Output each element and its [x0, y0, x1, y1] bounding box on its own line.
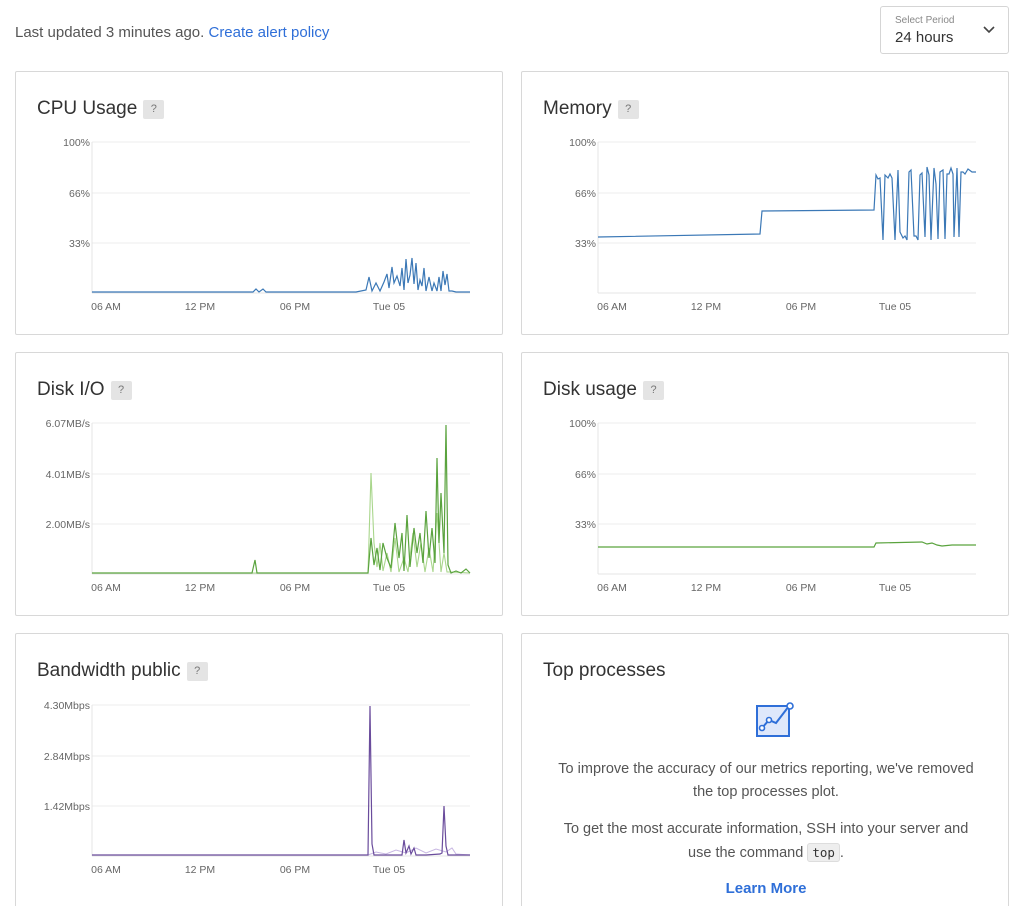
ssh-hint-text: To get the most accurate information, SS…: [563, 821, 969, 861]
y-tick-label: 66%: [69, 188, 90, 200]
x-tick-label: Tue 05: [373, 864, 405, 876]
bandwidth-card: Bandwidth public? 4.30Mbps 2.84Mbps 1.42…: [15, 633, 503, 906]
help-icon[interactable]: ?: [617, 100, 639, 119]
disk-io-write-line: [92, 424, 471, 574]
y-tick-label: 2.84Mbps: [44, 751, 90, 763]
x-tick-label: 12 PM: [691, 301, 721, 313]
memory-series-line: [597, 166, 976, 241]
y-tick-label: 33%: [575, 238, 596, 250]
x-tick-label: 06 AM: [91, 582, 121, 594]
disk-usage-chart: 100% 66% 33% 06 AM 12 PM 06 PM Tue 05: [569, 418, 976, 594]
x-tick-label: 06 AM: [91, 864, 121, 876]
card-title: Disk I/O: [37, 379, 105, 400]
create-alert-policy-link[interactable]: Create alert policy: [208, 24, 330, 41]
bandwidth-out-line: [92, 705, 470, 856]
cpu-usage-chart: 100% 66% 33% 06 AM 12 PM 06 PM Tue 05: [63, 137, 470, 313]
help-icon[interactable]: ?: [186, 662, 208, 681]
chevron-down-icon[interactable]: [982, 25, 996, 35]
disk-usage-card: Disk usage? 100% 66% 33% 06 AM 12 PM 06 …: [521, 352, 1009, 616]
disk-io-read-line: [92, 472, 471, 574]
top-command: top: [807, 843, 840, 862]
x-tick-label: 06 AM: [91, 301, 121, 313]
y-tick-label: 33%: [69, 238, 90, 250]
help-icon[interactable]: ?: [110, 381, 132, 400]
card-title: Memory: [543, 98, 612, 119]
y-tick-label: 6.07MB/s: [46, 418, 90, 430]
y-tick-label: 2.00MB/s: [46, 519, 90, 531]
y-tick-label: 33%: [575, 519, 596, 531]
top-processes-card: Top processes To improve the accuracy of…: [521, 633, 1009, 906]
x-tick-label: 12 PM: [185, 864, 215, 876]
y-tick-label: 1.42Mbps: [44, 801, 90, 813]
help-icon[interactable]: ?: [143, 100, 165, 119]
x-tick-label: 06 PM: [786, 582, 816, 594]
x-tick-label: 06 AM: [597, 301, 627, 313]
card-title: Top processes: [543, 660, 666, 681]
chart-line-icon: [756, 702, 794, 737]
x-tick-label: 06 PM: [280, 582, 310, 594]
bandwidth-in-line: [92, 847, 471, 856]
disk-usage-series-line: [598, 541, 976, 548]
x-tick-label: 12 PM: [185, 582, 215, 594]
x-tick-label: 06 PM: [280, 864, 310, 876]
x-tick-label: Tue 05: [373, 301, 405, 313]
period-select[interactable]: Select Period 24 hours: [880, 6, 1009, 54]
card-title: CPU Usage: [37, 98, 138, 119]
y-tick-label: 66%: [575, 188, 596, 200]
period-value: 24 hours: [895, 29, 954, 46]
card-title: Bandwidth public: [37, 660, 181, 681]
cpu-series-line: [92, 257, 470, 293]
x-tick-label: 06 PM: [786, 301, 816, 313]
top-processes-notice: To improve the accuracy of our metrics r…: [558, 761, 974, 800]
disk-io-chart: 6.07MB/s 4.01MB/s 2.00MB/s 06 AM 12 PM 0…: [46, 418, 471, 594]
memory-chart: 100% 66% 33% 06 AM 12 PM 06 PM Tue 05: [569, 137, 976, 313]
cpu-usage-card: CPU Usage? 100% 66% 33% 06 AM 12 PM 06 P…: [15, 71, 503, 335]
y-tick-label: 100%: [569, 418, 596, 430]
card-title: Disk usage: [543, 379, 637, 400]
x-tick-label: 12 PM: [691, 582, 721, 594]
last-updated-text: Last updated 3 minutes ago.: [15, 24, 205, 41]
bandwidth-chart: 4.30Mbps 2.84Mbps 1.42Mbps 06 AM 12 PM 0…: [44, 700, 471, 876]
x-tick-label: 06 AM: [597, 582, 627, 594]
y-tick-label: 100%: [569, 137, 596, 149]
help-icon[interactable]: ?: [643, 381, 664, 400]
x-tick-label: 06 PM: [280, 301, 310, 313]
ssh-hint-period: .: [839, 845, 844, 861]
disk-io-card: Disk I/O? 6.07MB/s 4.01MB/s 2.00MB/s 06 …: [15, 352, 503, 616]
x-tick-label: Tue 05: [879, 301, 911, 313]
learn-more-link[interactable]: Learn More: [725, 880, 807, 897]
memory-card: Memory? 100% 66% 33% 06 AM 12 PM 06 PM T…: [521, 71, 1009, 335]
x-tick-label: 12 PM: [185, 301, 215, 313]
y-tick-label: 4.30Mbps: [44, 700, 90, 712]
x-tick-label: Tue 05: [373, 582, 405, 594]
status-bar: Last updated 3 minutes ago. Create alert…: [15, 24, 329, 41]
y-tick-label: 100%: [63, 137, 90, 149]
y-tick-label: 4.01MB/s: [46, 469, 90, 481]
y-tick-label: 66%: [575, 469, 596, 481]
period-caption: Select Period: [895, 15, 955, 26]
top-processes-ssh-hint: To get the most accurate information, SS…: [552, 818, 980, 865]
x-tick-label: Tue 05: [879, 582, 911, 594]
